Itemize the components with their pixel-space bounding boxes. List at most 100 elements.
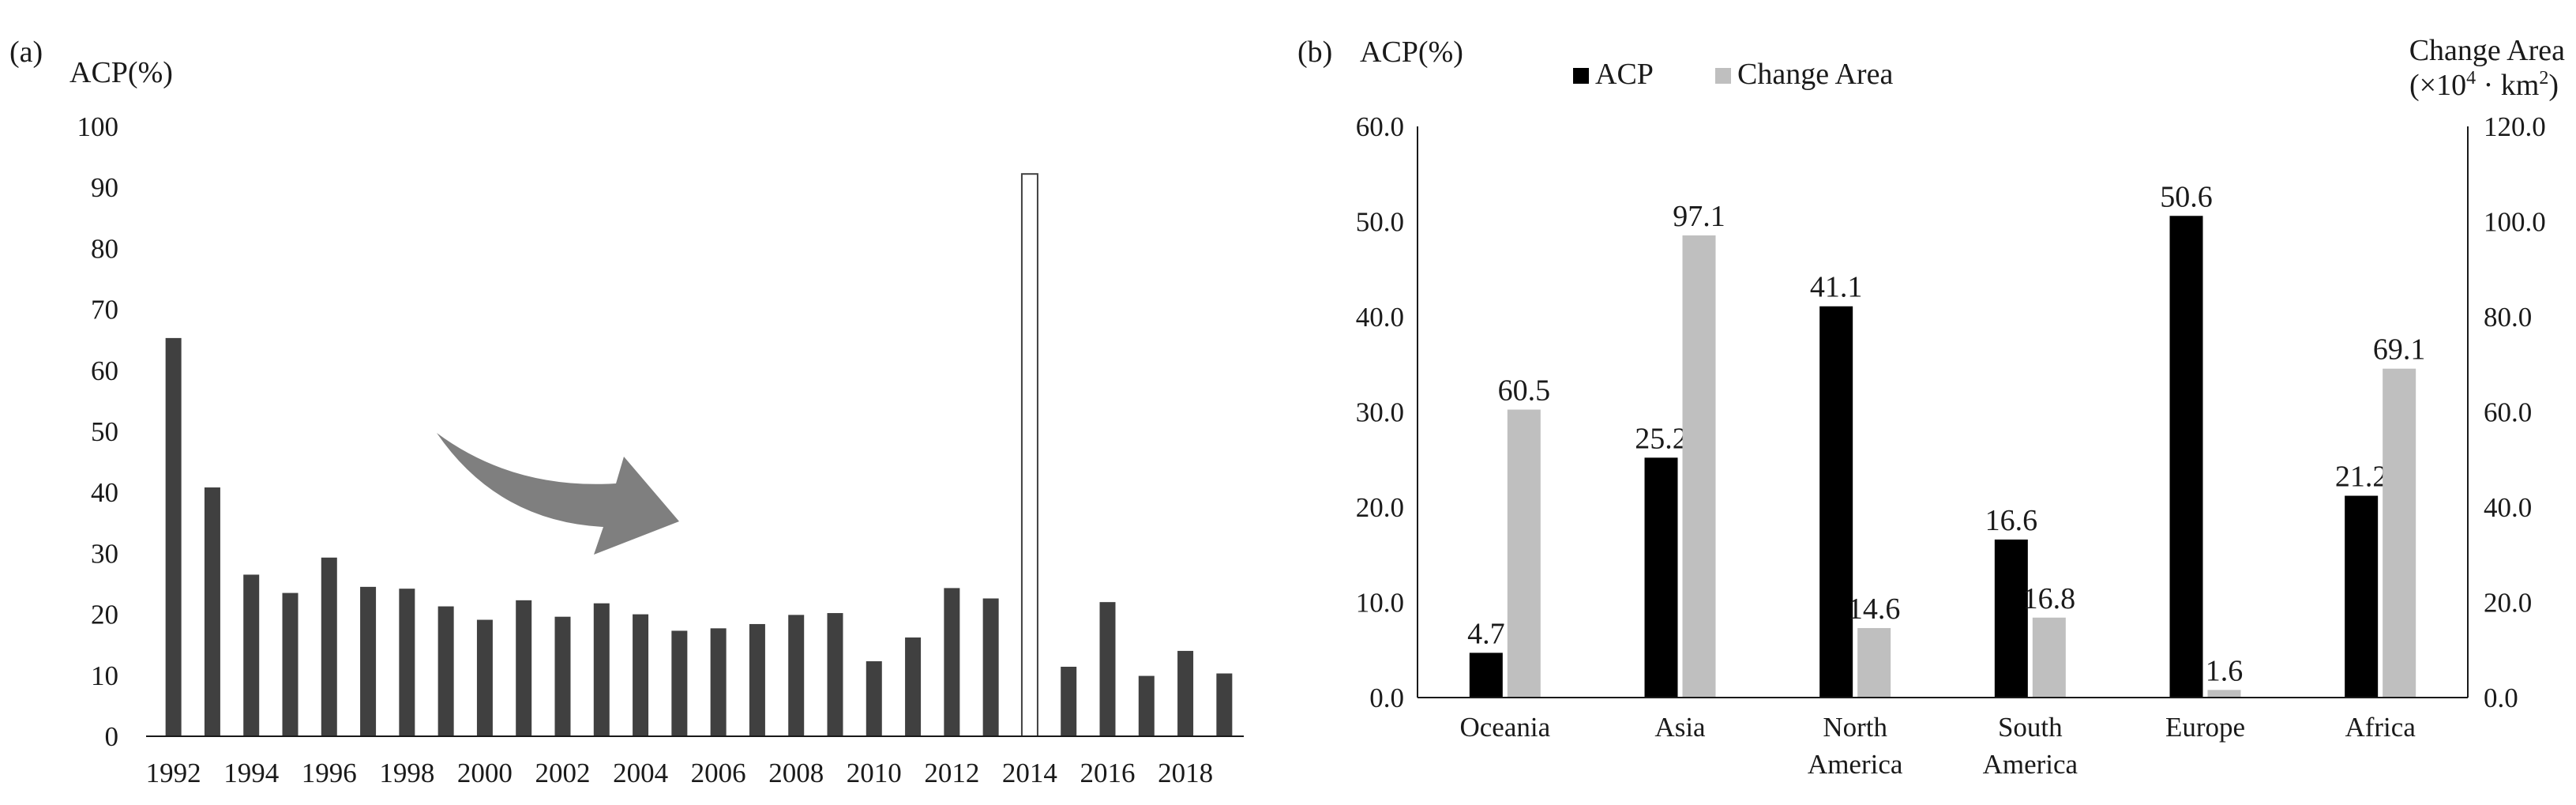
y-tick-label: 30.0: [1356, 397, 1404, 428]
y-tick-label: 60.0: [1356, 111, 1404, 142]
bar-2013: [982, 598, 999, 736]
bar-2012: [944, 588, 960, 736]
x-tick-label: 2018: [1158, 758, 1213, 788]
bar-2009: [827, 613, 843, 736]
bar-2015: [1061, 666, 1077, 736]
panel-b-y-axis-title: ACP(%): [1360, 36, 1463, 69]
bar-1997: [360, 586, 377, 736]
x-category-label: America: [1808, 749, 1903, 780]
bar-2005: [671, 630, 688, 736]
x-tick-label: 2002: [535, 758, 591, 788]
x-tick-label: 2012: [924, 758, 979, 788]
x-tick-label: 2008: [768, 758, 824, 788]
x-tick-label: 1992: [146, 758, 201, 788]
bar-acp-europe: [2169, 216, 2203, 698]
bar-1995: [282, 592, 299, 736]
x-category-label: Oceania: [1460, 712, 1551, 743]
bar-2000: [476, 619, 493, 736]
panel-b-y2-axis-title: Change Area: [2409, 34, 2565, 67]
y-tick-label: 100: [77, 111, 119, 142]
data-label-acp: 4.7: [1467, 617, 1505, 650]
y-tick-label: 20.0: [1356, 492, 1404, 523]
legend-swatch-acp: [1573, 68, 1589, 84]
y-tick-label: 10: [91, 660, 118, 691]
bar-acp-south-america: [1994, 539, 2028, 698]
y-tick-label: 90: [91, 172, 118, 203]
data-label-change-area: 60.5: [1498, 374, 1551, 407]
x-tick-label: 2000: [457, 758, 513, 788]
panel-a-label: (a): [9, 36, 43, 69]
x-category-label: Asia: [1654, 712, 1706, 743]
y2-tick-label: 40.0: [2484, 492, 2532, 523]
bar-2019: [1216, 673, 1233, 736]
panel-a-chart: (a) ACP(%) 0 10 20 30 40 50 60 70 80 90 100 1992 19…: [9, 36, 1244, 788]
bar-acp-asia: [1644, 457, 1678, 698]
bar-change-area-north-america: [1857, 628, 1891, 698]
data-label-acp: 16.6: [1985, 504, 2038, 537]
panel-b-label: (b): [1297, 36, 1332, 69]
y-tick-label: 0.0: [1369, 683, 1404, 713]
bar-change-area-africa: [2383, 368, 2416, 698]
y-tick-label: 80: [91, 233, 118, 264]
y-tick-label: 30: [91, 538, 118, 569]
y-tick-label: 10.0: [1356, 588, 1404, 619]
bar-change-area-europe: [2207, 690, 2241, 698]
y2-tick-label: 20.0: [2484, 588, 2532, 619]
panel-b-chart: (b) ACP(%) Change Area (×104 · km2) ACP …: [1297, 34, 2565, 780]
downward-trend-arrow: [437, 433, 679, 555]
y-tick-label: 0: [105, 721, 119, 752]
y-tick-label: 20: [91, 600, 118, 630]
bar-2007: [749, 623, 765, 736]
x-tick-label: 1996: [302, 758, 357, 788]
y-tick-label: 40: [91, 477, 118, 508]
y-tick-label: 50.0: [1356, 207, 1404, 238]
data-label-change-area: 14.6: [1848, 592, 1901, 626]
panel-b-legend: ACP Change Area: [1573, 58, 1893, 91]
data-label-change-area: 97.1: [1673, 200, 1725, 233]
bar-1993: [204, 487, 220, 736]
panel-a-y-axis-title: ACP(%): [69, 56, 173, 89]
bar-2011: [905, 637, 922, 736]
panel-b-y2-axis-unit: (×104 · km2): [2409, 68, 2559, 102]
data-label-change-area: 16.8: [2023, 582, 2076, 615]
x-tick-label: 2004: [613, 758, 668, 788]
bar-2016: [1099, 602, 1116, 736]
data-label-change-area: 69.1: [2373, 333, 2426, 367]
x-category-label: North: [1823, 712, 1887, 743]
bar-2002: [554, 616, 571, 736]
bar-change-area-oceania: [1507, 409, 1541, 698]
x-tick-label: 2016: [1080, 758, 1136, 788]
bar-2006: [710, 628, 727, 736]
legend-swatch-change-area: [1715, 68, 1731, 84]
x-category-label: America: [1983, 749, 2078, 780]
legend-label-acp: ACP: [1595, 58, 1654, 91]
x-category-label: Europe: [2165, 712, 2245, 743]
data-label-acp: 41.1: [1810, 271, 1863, 304]
x-tick-label: 1998: [379, 758, 434, 788]
y-tick-label: 50: [91, 416, 118, 447]
bar-2008: [788, 615, 805, 736]
bar-2001: [516, 600, 532, 736]
bar-acp-north-america: [1819, 306, 1853, 698]
data-label-acp: 50.6: [2160, 180, 2213, 213]
bar-1998: [399, 589, 415, 736]
bar-2004: [633, 614, 649, 736]
x-category-label: South: [1998, 712, 2063, 743]
bar-change-area-south-america: [2032, 617, 2066, 698]
data-label-change-area: 1.6: [2206, 654, 2244, 687]
bar-2018: [1177, 650, 1194, 736]
y2-tick-label: 60.0: [2484, 397, 2532, 428]
y-tick-label: 70: [91, 295, 118, 325]
x-tick-label: 2006: [691, 758, 746, 788]
x-tick-label: 1994: [223, 758, 279, 788]
bar-acp-oceania: [1469, 653, 1503, 698]
y-tick-label: 60: [91, 355, 118, 386]
data-label-acp: 25.2: [1635, 422, 1688, 455]
bar-1996: [321, 557, 337, 736]
bar-2017: [1138, 675, 1155, 736]
x-tick-label: 2010: [847, 758, 902, 788]
bar-2014: [1020, 173, 1038, 737]
x-tick-label: 2014: [1002, 758, 1057, 788]
y2-tick-label: 80.0: [2484, 302, 2532, 333]
